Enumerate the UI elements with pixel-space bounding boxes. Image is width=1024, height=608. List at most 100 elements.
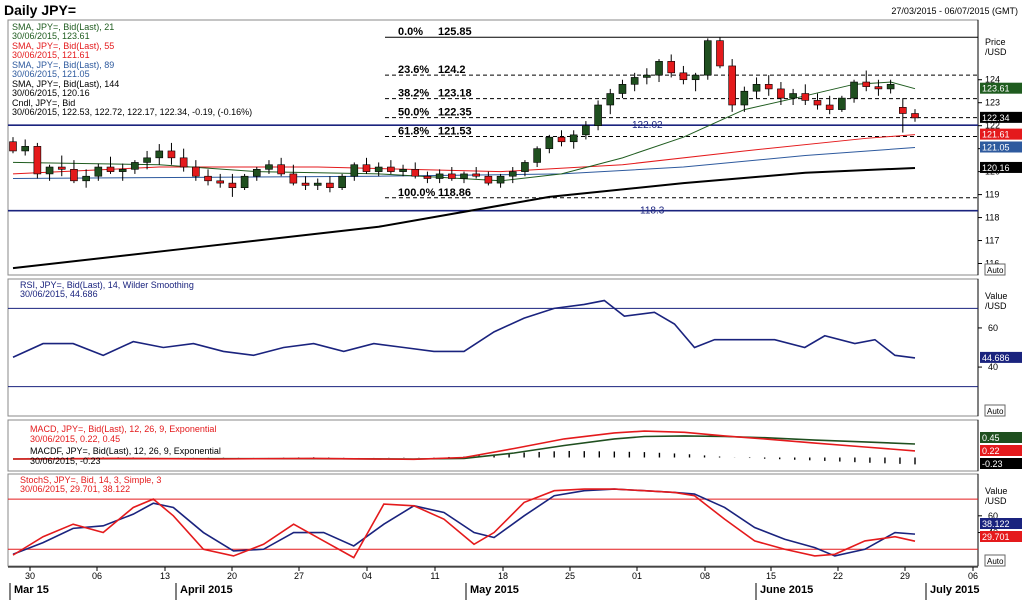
- candle-body: [57, 166, 66, 170]
- candle-body: [752, 84, 761, 92]
- x-month-label: July 2015: [930, 584, 980, 596]
- candle-body: [70, 169, 78, 182]
- price-tick-label: 123: [985, 98, 1000, 108]
- auto-scale-label: Auto: [987, 407, 1004, 416]
- price-legend-label: SMA, JPY=, Bid(Last), 89: [12, 60, 114, 70]
- candle-body: [728, 65, 736, 106]
- candle-body: [338, 175, 346, 189]
- candle-body: [21, 146, 29, 152]
- price-axis-title: /USD: [985, 47, 1007, 57]
- rsi-line: [12, 299, 916, 359]
- candle-body: [143, 157, 151, 163]
- macd-tag: [980, 458, 1022, 469]
- x-day-label: 08: [700, 571, 710, 581]
- price-legend-value: 30/06/2015, 120.16: [12, 88, 90, 98]
- candle-body: [667, 61, 676, 74]
- candle-body: [899, 106, 907, 114]
- candle-body: [594, 104, 602, 126]
- candle-body: [886, 84, 895, 90]
- last-value-tag: [980, 111, 1022, 123]
- candle-body: [423, 175, 432, 179]
- x-day-label: 15: [766, 571, 776, 581]
- candle-body: [460, 173, 468, 179]
- auto-scale-button: [984, 404, 1006, 417]
- candle-body: [106, 166, 115, 172]
- rsi-axis-title: Value: [985, 291, 1007, 301]
- macd-legend-value: 30/06/2015, -0.23: [30, 456, 101, 466]
- candle-body: [777, 88, 785, 99]
- price-legend-value: 30/06/2015, 122.53, 122.72, 122.17, 122.…: [12, 107, 252, 117]
- stoch-k-line: [12, 488, 916, 559]
- fib-value-label: 121.53: [438, 125, 472, 137]
- price-legend-value: 30/06/2015, 121.05: [12, 69, 90, 79]
- candle-body: [618, 84, 627, 94]
- stoch-axis-title: /USD: [985, 496, 1007, 506]
- fib-pct-label: 23.6%: [398, 64, 429, 76]
- candle-body: [387, 166, 395, 172]
- candle-body: [655, 61, 663, 76]
- candle-body: [703, 40, 712, 76]
- candle-body: [862, 81, 871, 87]
- sma144-line: [12, 166, 916, 270]
- fib-value-label: 118.86: [438, 187, 471, 199]
- candle-body: [679, 72, 688, 81]
- candle-body: [764, 84, 773, 90]
- candle-body: [569, 134, 578, 143]
- panel-price: [7, 19, 979, 276]
- candle-body: [850, 81, 858, 99]
- candle-body: [240, 175, 249, 189]
- panel-macd: [7, 419, 979, 472]
- macd-tag: [980, 432, 1022, 443]
- macd-legend-label: MACD, JPY=, Bid(Last), 12, 26, 9, Expone…: [30, 424, 216, 434]
- candle-body: [118, 169, 127, 172]
- candle-body: [533, 148, 541, 163]
- candle-body: [350, 164, 359, 177]
- candle-body: [326, 182, 334, 189]
- macd-tag-text: 0.45: [982, 433, 1000, 443]
- x-day-label: 18: [498, 571, 508, 581]
- stoch-legend-value: 30/06/2015, 29.701, 38.122: [20, 484, 130, 494]
- x-day-label: 27: [294, 571, 304, 581]
- macd-line: [12, 430, 916, 461]
- panel-rsi: [7, 278, 979, 417]
- candle-body: [825, 104, 834, 110]
- stoch-axis-title: Value: [985, 486, 1007, 496]
- candle-body: [801, 93, 810, 101]
- candle-body: [557, 136, 566, 143]
- fib-pct-label: 0.0%: [398, 26, 423, 38]
- x-month-label: April 2015: [180, 584, 233, 596]
- rsi-legend-label: RSI, JPY=, Bid(Last), 14, Wilder Smoothi…: [20, 280, 194, 290]
- macd-tag-text: 0.22: [982, 446, 1000, 456]
- last-value-tag-text: 121.05: [982, 143, 1010, 153]
- candle-body: [167, 150, 176, 159]
- x-day-label: 06: [968, 571, 978, 581]
- candle-body: [472, 173, 480, 177]
- macd-legend-value: 30/06/2015, 0.22, 0.45: [30, 434, 120, 444]
- macd-tag: [980, 445, 1022, 456]
- price-legend-label: Cndl, JPY=, Bid: [12, 98, 75, 108]
- stoch-tag: [980, 531, 1022, 542]
- candle-body: [874, 86, 883, 90]
- x-day-label: 13: [160, 571, 170, 581]
- x-day-label: 29: [900, 571, 910, 581]
- price-tick-label: 122: [985, 121, 1000, 131]
- candle-body: [484, 175, 493, 184]
- candle-body: [216, 180, 225, 184]
- panel-stoch: [7, 473, 979, 567]
- price-legend-value: 30/06/2015, 121.61: [12, 50, 90, 60]
- stoch-legend-label: StochS, JPY=, Bid, 14, 3, Simple, 3: [20, 475, 161, 485]
- x-day-label: 22: [833, 571, 843, 581]
- candle-body: [289, 173, 298, 184]
- last-value-tag-text: 120.16: [982, 163, 1010, 173]
- last-value-tag-text: 123.61: [982, 84, 1010, 94]
- x-day-label: 30: [25, 571, 35, 581]
- auto-scale-button: [984, 263, 1006, 276]
- candle-body: [131, 162, 139, 170]
- rsi-axis-title: /USD: [985, 301, 1007, 311]
- candle-body: [313, 182, 322, 186]
- candle-body: [789, 93, 797, 99]
- candle-body: [362, 164, 371, 172]
- chart-title: Daily JPY=: [4, 2, 76, 18]
- candle-body: [435, 173, 444, 179]
- macd-tag-text: -0.23: [982, 459, 1003, 469]
